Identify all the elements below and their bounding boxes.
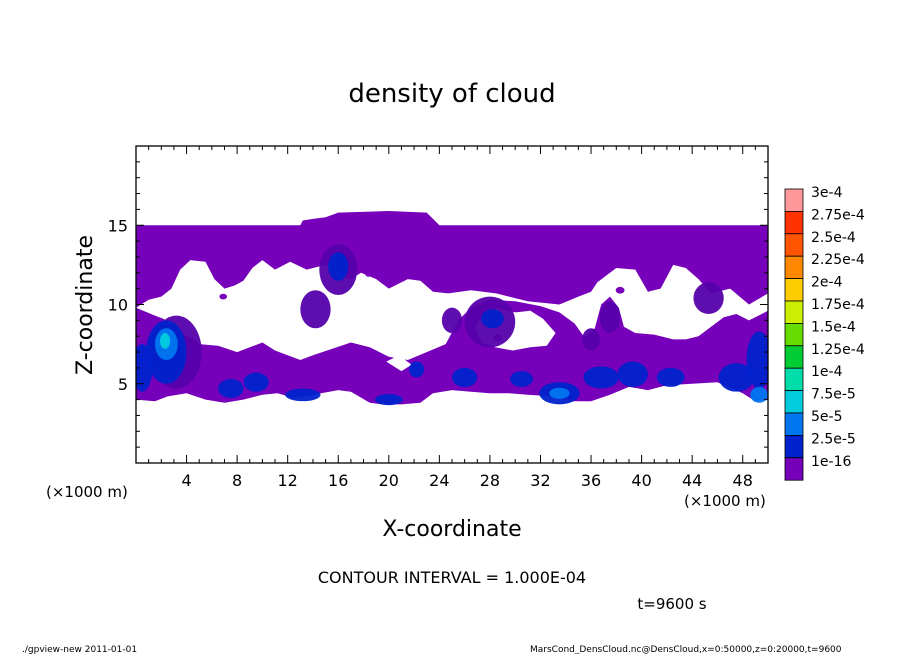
x-axis-label: X-coordinate <box>382 517 521 542</box>
legend-label: 7.5e-5 <box>811 387 856 403</box>
time-label: t=9600 s <box>637 595 706 613</box>
x-tick-label: 48 <box>733 471 753 490</box>
legend: 3e-4 2.75e-4 2.5e-4 2.25e-4 2e-4 1.75e-4 1.5e-… <box>784 185 865 481</box>
x-tick-label: 36 <box>581 471 601 490</box>
legend-label: 2.5e-4 <box>811 230 856 246</box>
cloud-speck <box>328 376 336 382</box>
legend-swatch <box>784 412 804 436</box>
dense-cloud-core <box>549 387 570 399</box>
x-axis: 4 8 12 16 20 24 28 32 36 40 44 48 <box>148 146 756 490</box>
cloud-speck <box>445 363 454 370</box>
legend-swatch <box>784 278 804 302</box>
x-tick-label: 24 <box>429 471 449 490</box>
contour-interval: CONTOUR INTERVAL = 1.000E-04 <box>318 568 586 587</box>
legend-swatch <box>784 255 804 280</box>
dense-cloud-core <box>136 344 153 392</box>
legend-swatch <box>784 300 804 324</box>
dense-cloud-core <box>583 366 619 389</box>
x-unit-left: (×1000 m) <box>46 483 128 501</box>
clear-sky-gap <box>243 310 305 338</box>
x-tick-label: 28 <box>480 471 500 490</box>
legend-swatch <box>784 457 804 481</box>
legend-swatch <box>784 367 804 392</box>
x-tick-label: 20 <box>379 471 399 490</box>
dense-cloud-core <box>582 328 600 351</box>
cloud-field <box>136 211 768 406</box>
legend-label: 2.25e-4 <box>811 252 865 268</box>
y-axis-label: Z-coordinate <box>73 235 98 375</box>
footer-left: ./gpview-new 2011-01-01 <box>22 645 137 654</box>
y-axis: 5 10 15 <box>108 161 768 448</box>
clear-sky-gap <box>313 315 432 343</box>
dense-cloud-core <box>243 372 269 392</box>
x-tick-label: 4 <box>181 471 191 490</box>
legend-swatch <box>784 345 804 369</box>
dense-cloud-core <box>300 290 331 329</box>
dense-cloud-core <box>617 361 648 387</box>
dense-cloud-core <box>452 367 478 387</box>
y-tick-label: 5 <box>118 375 128 394</box>
cloud-speck <box>296 361 305 368</box>
legend-swatch <box>784 390 804 414</box>
clear-sky-gap <box>386 355 412 372</box>
legend-swatch <box>784 322 804 347</box>
x-tick-label: 32 <box>530 471 550 490</box>
clear-sky-gap <box>626 299 675 326</box>
cloud-region <box>136 211 768 308</box>
cloud-speck <box>381 376 389 382</box>
cloud-speck <box>569 365 578 371</box>
cloud-speck <box>615 286 625 294</box>
legend-label: 1e-4 <box>811 364 843 380</box>
dense-cloud-core <box>441 307 463 334</box>
legend-swatch <box>784 210 804 235</box>
dense-cloud-core <box>718 363 755 392</box>
legend-label: 5e-5 <box>811 409 842 425</box>
chart-title: density of cloud <box>348 79 555 109</box>
x-unit-right: (×1000 m) <box>684 492 766 510</box>
plot-frame <box>135 145 769 464</box>
legend-swatch <box>784 233 804 257</box>
legend-label: 1.75e-4 <box>811 297 865 313</box>
dense-cloud-core <box>481 309 504 329</box>
x-tick-label: 16 <box>328 471 348 490</box>
cloud-speck <box>219 293 228 300</box>
dense-cloud-core <box>409 361 425 378</box>
legend-label: 1.5e-4 <box>811 319 856 335</box>
y-tick-label: 10 <box>108 296 128 315</box>
dense-cloud-core <box>285 388 321 402</box>
cloud-speck <box>710 275 720 283</box>
clear-sky-gap <box>407 285 444 321</box>
dense-cloud-core <box>510 371 533 387</box>
legend-label: 3e-4 <box>811 185 843 201</box>
footer-right: MarsCond_DensCloud.nc@DensCloud,x=0:5000… <box>530 645 842 654</box>
legend-label: 1e-16 <box>811 454 851 470</box>
legend-swatch <box>784 434 804 459</box>
cloud-speck <box>365 272 372 277</box>
dense-cloud-core <box>374 394 403 406</box>
cloud-speck <box>400 269 408 276</box>
dense-cloud-core <box>160 333 171 349</box>
legend-label: 2e-4 <box>811 275 843 291</box>
cloud-speck <box>684 259 695 268</box>
legend-label: 2.5e-5 <box>811 431 856 447</box>
legend-swatch <box>784 188 804 212</box>
legend-label: 2.75e-4 <box>811 207 865 223</box>
x-tick-label: 44 <box>682 471 702 490</box>
dense-cloud-core <box>218 378 244 399</box>
x-tick-label: 12 <box>278 471 298 490</box>
x-tick-label: 40 <box>631 471 651 490</box>
dense-cloud-core <box>656 367 685 387</box>
dense-cloud-core <box>328 252 349 281</box>
y-tick-label: 15 <box>108 216 128 235</box>
dense-cloud-core <box>750 386 768 403</box>
dense-cloud-core <box>599 301 621 334</box>
dense-cloud-core <box>693 282 724 315</box>
legend-label: 1.25e-4 <box>811 342 865 358</box>
x-tick-label: 8 <box>232 471 242 490</box>
